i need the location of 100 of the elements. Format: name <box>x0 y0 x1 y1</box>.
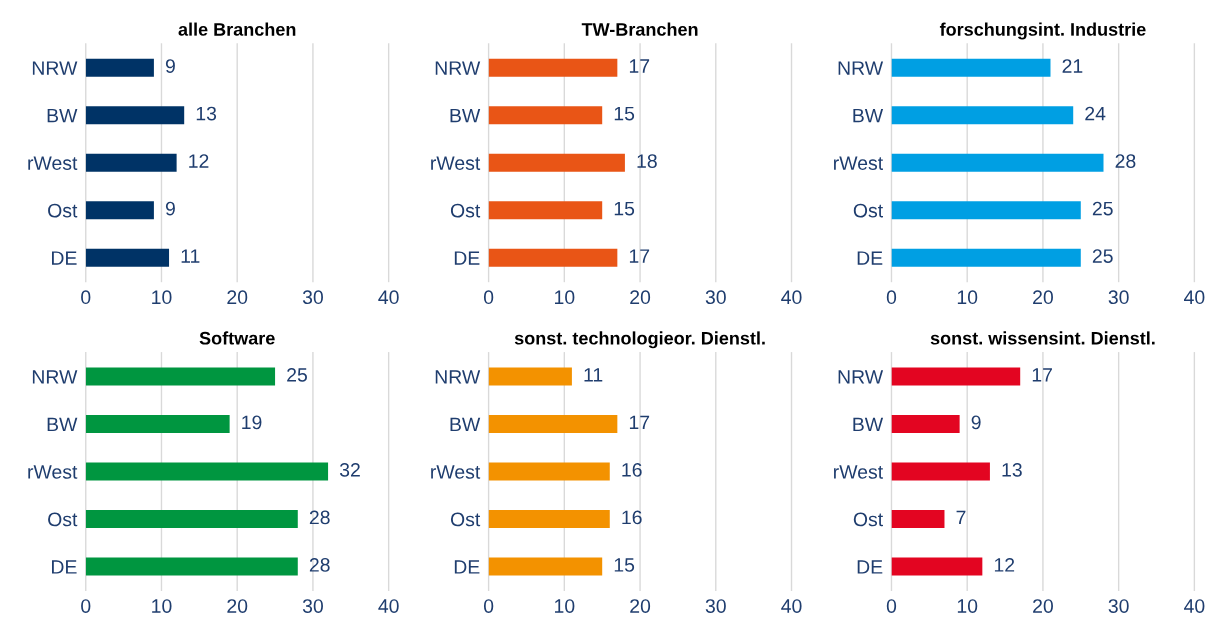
x-tick-label: 40 <box>781 599 802 613</box>
bar <box>488 367 572 386</box>
x-tick-label: 0 <box>886 290 897 305</box>
x-tick-label: 30 <box>705 290 726 305</box>
y-tick-label: rWest <box>834 156 883 170</box>
bar <box>85 367 276 386</box>
bar <box>891 510 945 529</box>
bar <box>891 367 1021 386</box>
data-label: 13 <box>196 106 217 121</box>
bar <box>85 415 230 434</box>
x-tick-label: 20 <box>227 290 248 305</box>
bar <box>891 106 1074 125</box>
data-label: 17 <box>629 249 650 263</box>
bar <box>891 462 990 481</box>
chart-title: TW-Branchen <box>581 22 698 36</box>
bar <box>488 510 610 529</box>
bar <box>891 153 1104 172</box>
y-tick-label: DE <box>52 251 77 265</box>
chart-title: Software <box>199 331 275 345</box>
data-label: 11 <box>181 249 200 263</box>
y-tick-label: rWest <box>28 465 78 479</box>
x-tick-label: 10 <box>152 290 172 305</box>
bar <box>488 153 625 172</box>
data-label: 16 <box>622 510 642 525</box>
x-tick-label: 40 <box>378 599 399 613</box>
x-tick-label: 20 <box>1033 599 1053 613</box>
bar <box>488 201 603 220</box>
bar <box>488 462 610 481</box>
data-label: 9 <box>971 415 981 430</box>
data-label: 28 <box>309 558 330 572</box>
y-tick-label: NRW <box>838 61 884 75</box>
bar <box>891 415 960 434</box>
bar <box>85 462 329 481</box>
chart-title: sonst. technologieor. Dienstl. <box>514 331 765 349</box>
bar <box>891 557 983 576</box>
y-tick-label: BW <box>853 417 884 432</box>
data-label: 28 <box>309 510 330 525</box>
y-tick-label: BW <box>47 417 78 432</box>
bar <box>488 58 618 77</box>
y-tick-label: BW <box>450 108 481 123</box>
y-tick-label: DE <box>454 251 480 265</box>
data-label: 9 <box>165 201 175 216</box>
bar <box>488 557 603 576</box>
y-tick-label: BW <box>450 417 481 432</box>
data-label: 12 <box>189 154 209 168</box>
y-tick-label: Ost <box>853 203 883 218</box>
y-tick-label: NRW <box>435 370 481 384</box>
y-tick-label: DE <box>857 560 883 574</box>
y-tick-label: BW <box>853 108 884 123</box>
x-tick-label: 20 <box>227 599 248 613</box>
chart-title: forschungsint. Industrie <box>939 22 1146 40</box>
x-tick-label: 10 <box>957 290 978 305</box>
data-label: 32 <box>339 463 360 477</box>
x-tick-label: 30 <box>302 290 323 305</box>
x-tick-label: 10 <box>152 599 172 613</box>
bar <box>891 248 1081 267</box>
data-label: 17 <box>629 415 650 430</box>
data-label: 17 <box>1032 368 1052 382</box>
x-tick-label: 40 <box>378 290 399 305</box>
y-tick-label: DE <box>857 251 883 265</box>
bar <box>488 106 603 125</box>
y-tick-label: NRW <box>838 370 884 384</box>
x-tick-label: 10 <box>555 599 575 613</box>
x-tick-label: 20 <box>630 290 651 305</box>
x-tick-label: 0 <box>81 599 91 613</box>
y-tick-label: rWest <box>834 465 883 479</box>
y-tick-label: NRW <box>435 61 481 75</box>
x-tick-label: 30 <box>705 599 726 613</box>
x-tick-label: 40 <box>1184 290 1205 305</box>
x-tick-label: 20 <box>630 599 651 613</box>
y-tick-label: rWest <box>28 156 78 170</box>
x-tick-label: 0 <box>81 290 91 305</box>
data-label: 25 <box>1092 201 1113 216</box>
data-label: 15 <box>614 201 635 216</box>
bar <box>488 248 618 267</box>
chart-title: sonst. wissensint. Dienstl. <box>930 331 1155 345</box>
y-tick-label: Ost <box>48 203 78 218</box>
data-label: 15 <box>614 558 635 572</box>
x-tick-label: 10 <box>555 290 575 305</box>
bar <box>891 201 1081 220</box>
x-tick-label: 30 <box>1108 599 1129 613</box>
x-tick-label: 30 <box>1108 290 1129 305</box>
x-tick-label: 40 <box>781 290 802 305</box>
x-tick-label: 20 <box>1033 290 1053 305</box>
y-tick-label: BW <box>47 108 78 123</box>
bar <box>85 557 298 576</box>
y-tick-label: rWest <box>431 156 481 170</box>
bar <box>85 510 298 529</box>
y-tick-label: Ost <box>48 512 78 527</box>
data-label: 15 <box>614 106 635 121</box>
data-label: 12 <box>994 558 1015 572</box>
y-tick-label: rWest <box>431 465 481 479</box>
chart-title: alle Branchen <box>178 22 296 36</box>
x-tick-label: 30 <box>302 599 323 613</box>
y-tick-label: DE <box>454 560 480 574</box>
y-tick-label: NRW <box>32 370 78 384</box>
y-tick-label: Ost <box>450 512 481 527</box>
bar <box>891 58 1051 77</box>
x-tick-label: 40 <box>1184 599 1205 613</box>
data-label: 17 <box>629 59 650 73</box>
